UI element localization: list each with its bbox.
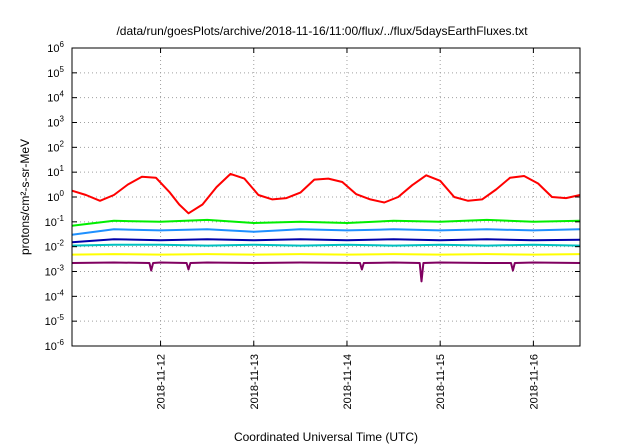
y-tick-label: 101 (47, 164, 64, 179)
grid (72, 48, 580, 346)
x-tick-label: 2018-11-14 (342, 354, 354, 409)
y-tick-label: 10-1 (45, 214, 65, 229)
y-tick-exponent: 6 (60, 40, 65, 49)
series-line-4 (71, 243, 581, 247)
series-layer (71, 172, 581, 283)
y-tick-label: 10-2 (45, 239, 65, 254)
x-tick-label: 2018-11-16 (528, 354, 540, 409)
x-tick-label: 2018-11-13 (249, 354, 261, 409)
y-tick-label: 100 (47, 189, 64, 204)
y-tick-exponent: 2 (60, 139, 65, 148)
y-tick-exponent: -2 (57, 239, 65, 248)
y-tick-exponent: -5 (57, 313, 65, 322)
y-tick-exponent: -1 (57, 214, 65, 223)
series-line-5 (71, 253, 581, 256)
y-tick-exponent: 5 (60, 65, 65, 74)
y-tick-label: 102 (47, 139, 64, 154)
y-tick-exponent: 0 (60, 189, 65, 198)
series-line-6 (71, 261, 581, 283)
x-tick-label: 2018-11-12 (156, 354, 168, 409)
series-line-2 (71, 228, 581, 236)
y-tick-label: 103 (47, 115, 64, 130)
series-line-3 (71, 238, 581, 244)
x-axis-label: Coordinated Universal Time (UTC) (234, 430, 418, 444)
y-axis-label: protons/cm²-s-sr-MeV (18, 139, 32, 255)
y-tick-exponent: -3 (57, 264, 65, 273)
series-line-1 (71, 218, 581, 227)
y-tick-label: 105 (47, 65, 64, 80)
y-tick-label: 106 (47, 40, 64, 55)
chart-title: /data/run/goesPlots/archive/2018-11-16/1… (116, 24, 528, 38)
y-tick-label: 10-4 (45, 288, 65, 303)
y-tick-label: 10-6 (45, 338, 65, 353)
x-axis: 2018-11-12 2018-11-13 2018-11-14 2018-11-15… (156, 48, 540, 409)
y-tick-exponent: -6 (57, 338, 65, 347)
x-tick-label: 2018-11-15 (435, 354, 447, 409)
y-tick-exponent: 1 (60, 164, 65, 173)
y-tick-label: 104 (47, 90, 64, 105)
y-tick-exponent: 4 (60, 90, 65, 99)
y-tick-exponent: 3 (60, 115, 65, 124)
y-tick-exponent: -4 (57, 288, 65, 297)
y-tick-label: 10-5 (45, 313, 65, 328)
y-tick-label: 10-3 (45, 264, 65, 279)
series-line-0 (71, 172, 581, 215)
